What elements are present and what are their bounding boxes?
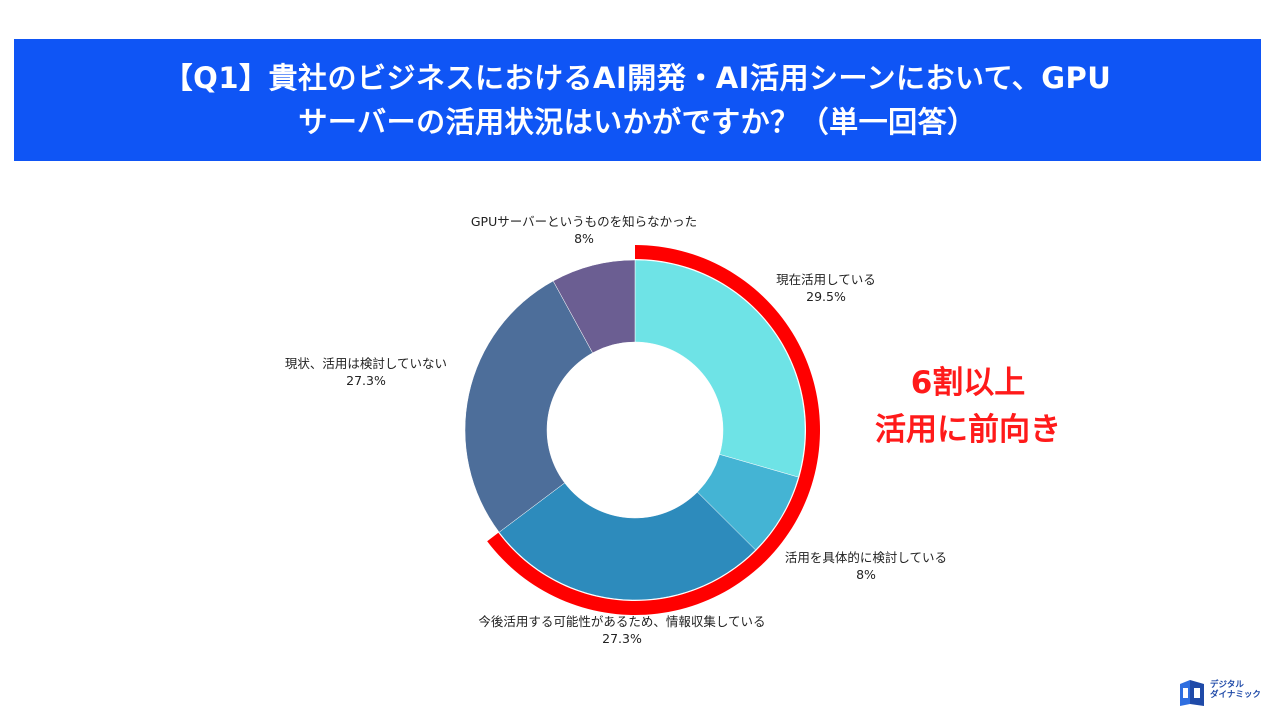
logo-icon: [1180, 680, 1204, 706]
slice-label-3: 今後活用する可能性があるため、情報収集している: [478, 614, 765, 629]
donut-slice-1: [634, 259, 806, 478]
logo-text-line-1: デジタル: [1210, 680, 1244, 690]
slice-label-5: GPUサーバーというものを知らなかった: [471, 214, 697, 229]
donut-slice-5: [552, 259, 636, 354]
slice-label-1: 現在活用している: [776, 272, 876, 287]
callout-text: 6割以上 活用に前向き: [860, 360, 1076, 454]
slice-value-4: 27.3%: [346, 373, 386, 388]
donut-slice-4: [464, 280, 593, 533]
donut-slices: [464, 259, 806, 601]
slice-labels: 現在活用している 29.5% 活用を具体的に検討している 8% 今後活用する可能性がある…: [285, 214, 947, 646]
logo-text: デジタル ダイナミック: [1210, 680, 1261, 700]
slice-label-2: 活用を具体的に検討している: [785, 550, 947, 565]
callout-line-2: 活用に前向き: [875, 412, 1061, 448]
callout-line-1: 6割以上: [910, 365, 1026, 401]
donut-slice-3: [498, 482, 756, 601]
title-banner: 【Q1】貴社のビジネスにおけるAI開発・AI活用シーンにおいて、GPU サーバー…: [14, 39, 1261, 161]
title-line-2: サーバーの活用状況はいかがですか？（単一回答）: [298, 105, 977, 139]
slice-value-1: 29.5%: [806, 289, 846, 304]
title-line-1: 【Q1】貴社のビジネスにおけるAI開発・AI活用シーンにおいて、GPU: [163, 61, 1112, 95]
slice-value-3: 27.3%: [602, 631, 642, 646]
company-logo: デジタル ダイナミック: [1178, 678, 1270, 712]
slice-value-5: 8%: [574, 231, 594, 246]
slice-value-2: 8%: [856, 567, 876, 582]
logo-text-line-2: ダイナミック: [1210, 690, 1261, 700]
slice-label-4: 現状、活用は検討していない: [285, 356, 447, 371]
